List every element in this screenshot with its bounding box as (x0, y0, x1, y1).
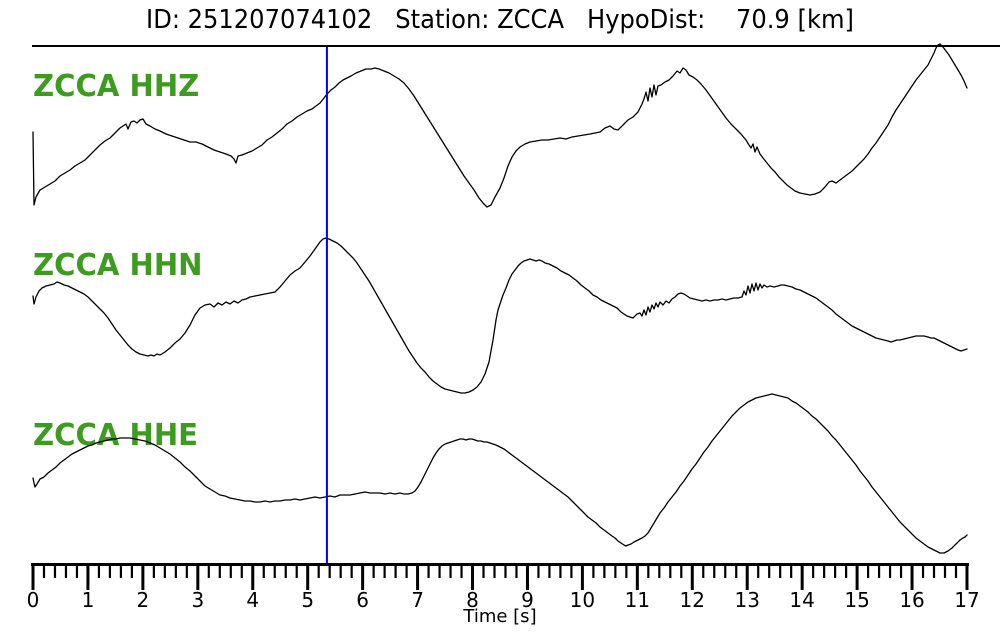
channel-label-hhe: ZCCA HHE (33, 418, 199, 453)
tick-label-0: 0 (27, 588, 40, 612)
tick-label-13: 13 (734, 588, 759, 612)
tick-label-12: 12 (680, 588, 705, 612)
tick-label-1: 1 (82, 588, 95, 612)
tick-label-4: 4 (246, 588, 259, 612)
figure-title: ID: 251207074102 Station: ZCCA HypoDist:… (146, 5, 854, 35)
tick-label-16: 16 (899, 588, 924, 612)
tick-label-9: 9 (521, 588, 534, 612)
tick-label-2: 2 (137, 588, 150, 612)
tick-label-6: 6 (356, 588, 369, 612)
trace-hhe (32, 393, 968, 554)
trace-hhn (32, 237, 968, 394)
tick-label-3: 3 (191, 588, 204, 612)
tick-label-10: 10 (570, 588, 595, 612)
tick-label-11: 11 (625, 588, 650, 612)
channel-label-hhz: ZCCA HHZ (33, 69, 200, 104)
tick-label-15: 15 (844, 588, 869, 612)
tick-label-14: 14 (789, 588, 814, 612)
x-axis-label: Time [s] (463, 606, 537, 627)
tick-label-8: 8 (466, 588, 479, 612)
tick-label-7: 7 (411, 588, 424, 612)
channel-label-hhn: ZCCA HHN (33, 248, 203, 283)
tick-label-17: 17 (954, 588, 979, 612)
tick-label-5: 5 (301, 588, 314, 612)
trace-hhz (32, 43, 968, 208)
